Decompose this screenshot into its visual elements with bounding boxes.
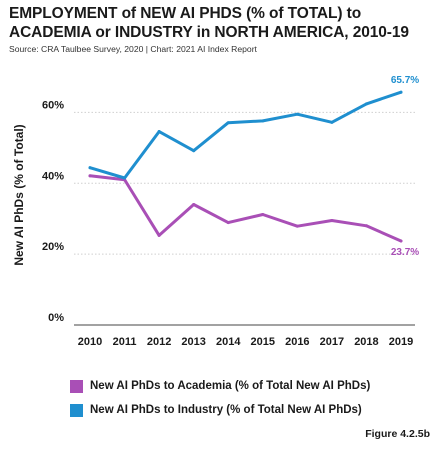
x-tick-label: 2012 [147,336,171,348]
data-point [399,90,403,94]
data-point [330,120,334,124]
y-tick-label: 60% [42,99,64,111]
legend-item-industry: New AI PhDs to Industry (% of Total New … [70,401,370,419]
legend: New AI PhDs to Academia (% of Total New … [70,377,370,425]
data-point [226,121,230,125]
x-tick-label: 2017 [320,336,344,348]
legend-label-industry: New AI PhDs to Industry (% of Total New … [90,404,362,416]
x-tick-label: 2014 [216,336,241,348]
series-line-academia [88,174,403,243]
y-tick-label: 0% [48,312,64,324]
data-point [88,174,92,178]
x-tick-label: 2016 [285,336,309,348]
series-line-industry [88,90,403,180]
data-point [295,112,299,116]
y-tick-label: 20% [42,241,64,253]
data-point [123,176,127,180]
x-tick-label: 2015 [251,336,275,348]
end-value-label-academia: 23.7% [391,247,419,258]
data-point [192,203,196,207]
data-point [157,130,161,134]
end-value-label-industry: 65.7% [391,75,419,86]
legend-swatch-academia [70,379,83,393]
line-chart: 0% 20% 40% 60% 2010 2011 2012 2013 2014 2015 2016 2… [42,75,419,348]
chart-title: EMPLOYMENT of NEW AI PHDS (% of TOTAL) t… [9,5,409,41]
data-point [226,221,230,225]
data-point [192,149,196,153]
data-point [88,166,92,170]
data-point [399,239,403,243]
legend-item-academia: New AI PhDs to Academia (% of Total New … [70,377,370,395]
x-tick-label: 2011 [113,336,137,348]
legend-swatch-industry [70,403,83,417]
chart-source: Source: CRA Taulbee Survey, 2020 | Chart… [9,44,257,54]
data-point [364,102,368,106]
figure-label: Figure 4.2.5b [365,428,430,440]
data-point [261,119,265,123]
data-point [364,224,368,228]
legend-label-academia: New AI PhDs to Academia (% of Total New … [90,380,371,392]
data-point [330,218,334,222]
x-tick-label: 2010 [78,336,102,348]
x-tick-label: 2013 [181,336,205,348]
data-point [261,212,265,216]
data-point [157,233,161,237]
data-point [295,224,299,228]
y-tick-label: 40% [42,170,64,182]
x-tick-label: 2019 [389,336,413,348]
x-tick-label: 2018 [354,336,378,348]
